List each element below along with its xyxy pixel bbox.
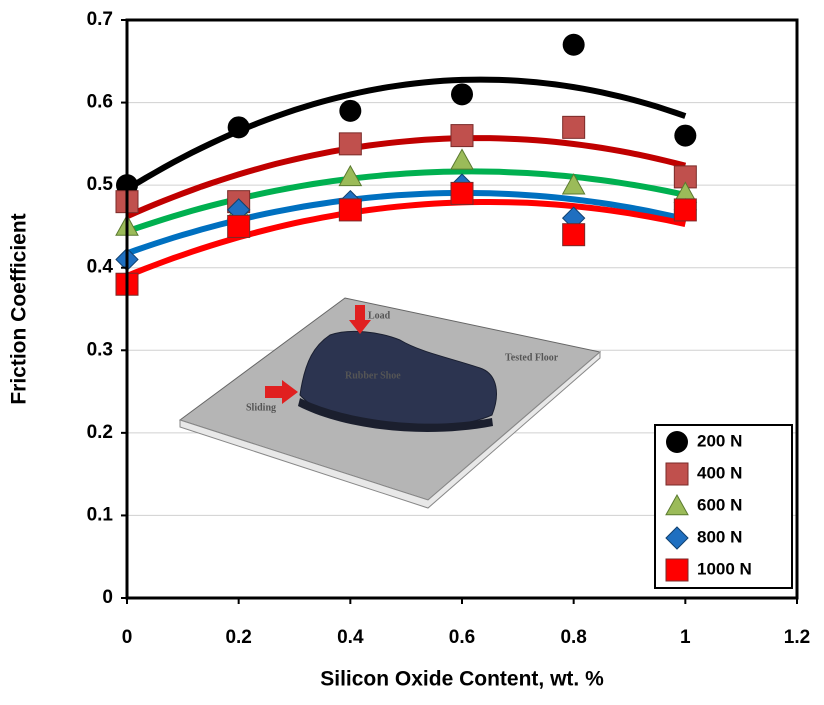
- marker: [451, 125, 473, 147]
- legend-label: 800 N: [697, 527, 742, 546]
- trendline: [127, 202, 685, 276]
- marker: [674, 125, 696, 147]
- marker: [339, 199, 361, 221]
- marker: [563, 224, 585, 246]
- x-tick-label: 0: [122, 627, 133, 648]
- marker: [451, 83, 473, 105]
- inset-illustration: Load Rubber Shoe Sliding Tested Floor: [180, 298, 600, 508]
- y-tick-label: 0: [102, 587, 113, 608]
- x-tick-label: 1.2: [784, 627, 810, 648]
- x-axis-title: Silicon Oxide Content, wt. %: [320, 668, 604, 691]
- y-tick-label: 0.5: [87, 174, 114, 195]
- legend-marker: [666, 559, 688, 581]
- legend-label: 200 N: [697, 431, 742, 450]
- marker: [339, 100, 361, 122]
- y-tick-label: 0.1: [87, 504, 114, 525]
- legend-label: 600 N: [697, 495, 742, 514]
- x-tick-label: 1: [680, 627, 691, 648]
- y-tick-label: 0.3: [87, 339, 113, 360]
- chart: Load Rubber Shoe Sliding Tested Floor Fr…: [0, 0, 824, 700]
- y-axis-title: Friction Coefficient: [8, 213, 31, 404]
- legend-marker: [666, 463, 688, 485]
- x-tick-label: 0.2: [225, 627, 251, 648]
- inset-label: Tested Floor: [505, 352, 559, 363]
- marker: [451, 182, 473, 204]
- marker: [563, 34, 585, 56]
- inset-label: Load: [368, 310, 391, 321]
- marker: [228, 116, 250, 138]
- legend-marker: [666, 431, 688, 453]
- marker: [339, 133, 361, 155]
- legend-label: 1000 N: [697, 559, 752, 578]
- y-tick-label: 0.4: [87, 257, 114, 278]
- marker: [451, 149, 473, 169]
- y-tick-label: 0.2: [87, 422, 113, 443]
- x-tick-label: 0.4: [337, 627, 364, 648]
- x-tick-label: 0.8: [560, 627, 586, 648]
- x-tick-label: 0.6: [449, 627, 475, 648]
- marker: [228, 215, 250, 237]
- inset-label: Rubber Shoe: [345, 370, 401, 381]
- legend-label: 400 N: [697, 463, 742, 482]
- plot: [116, 34, 696, 295]
- inset-label: Sliding: [246, 402, 276, 413]
- y-tick-label: 0.6: [87, 92, 113, 113]
- marker: [563, 116, 585, 138]
- y-tick-label: 0.7: [87, 9, 113, 30]
- legend: 200 N 400 N 600 N 800 N 1000 N: [655, 425, 792, 588]
- marker: [674, 199, 696, 221]
